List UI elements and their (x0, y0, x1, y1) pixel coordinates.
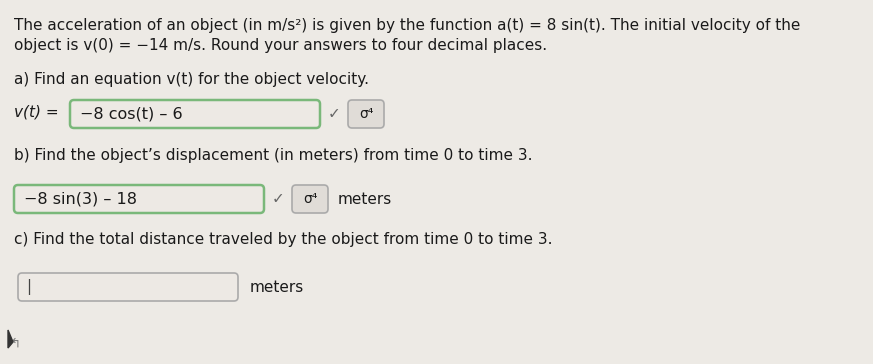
Text: ✓: ✓ (272, 191, 285, 206)
Text: The acceleration of an object (in m/s²) is given by the function a(t) = 8 sin(t): The acceleration of an object (in m/s²) … (14, 18, 801, 33)
Text: a) Find an equation v(t) for the object velocity.: a) Find an equation v(t) for the object … (14, 72, 369, 87)
Text: b) Find the object’s displacement (in meters) from time 0 to time 3.: b) Find the object’s displacement (in me… (14, 148, 533, 163)
FancyBboxPatch shape (348, 100, 384, 128)
FancyBboxPatch shape (292, 185, 328, 213)
Polygon shape (8, 330, 13, 348)
Text: object is v(0) = −14 m/s. Round your answers to four decimal places.: object is v(0) = −14 m/s. Round your ans… (14, 38, 547, 53)
Text: c) Find the total distance traveled by the object from time 0 to time 3.: c) Find the total distance traveled by t… (14, 232, 553, 247)
Text: meters: meters (250, 280, 305, 294)
Text: ↳: ↳ (6, 333, 17, 347)
Text: −8 cos(t) – 6: −8 cos(t) – 6 (80, 107, 182, 122)
Text: v(t) =: v(t) = (14, 104, 58, 119)
FancyBboxPatch shape (70, 100, 320, 128)
Text: |: | (26, 279, 31, 295)
FancyBboxPatch shape (18, 273, 238, 301)
FancyBboxPatch shape (14, 185, 264, 213)
Text: −8 sin(3) – 18: −8 sin(3) – 18 (24, 191, 137, 206)
Text: ✓: ✓ (328, 107, 340, 122)
Text: meters: meters (338, 191, 392, 206)
Text: σ⁴: σ⁴ (359, 107, 373, 121)
Text: σ⁴: σ⁴ (303, 192, 317, 206)
